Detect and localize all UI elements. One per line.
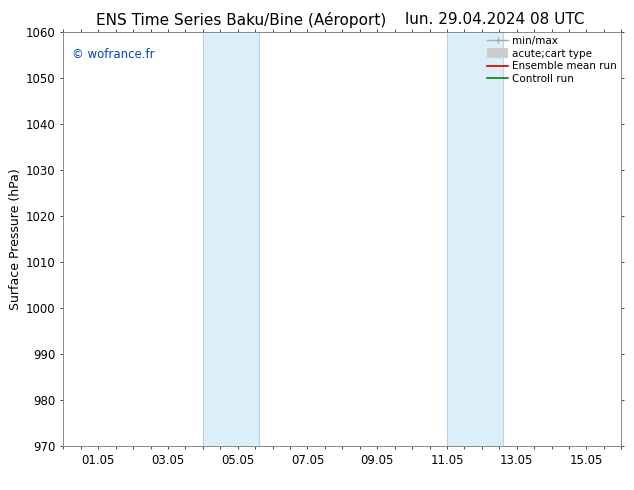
Text: ENS Time Series Baku/Bine (Aéroport): ENS Time Series Baku/Bine (Aéroport) (96, 12, 386, 28)
Text: lun. 29.04.2024 08 UTC: lun. 29.04.2024 08 UTC (404, 12, 585, 27)
Bar (447, 32, 503, 446)
Text: © wofrance.fr: © wofrance.fr (72, 49, 155, 61)
Legend: min/max, acute;cart type, Ensemble mean run, Controll run: min/max, acute;cart type, Ensemble mean … (485, 34, 619, 86)
Y-axis label: Surface Pressure (hPa): Surface Pressure (hPa) (9, 168, 22, 310)
Bar (203, 32, 259, 446)
